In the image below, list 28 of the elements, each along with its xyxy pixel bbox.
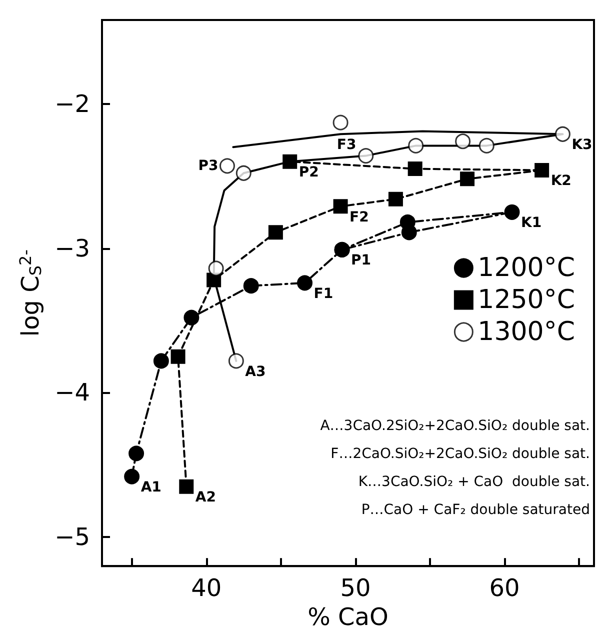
x-axis-title: % CaO	[308, 603, 388, 631]
annotation: A1	[140, 480, 162, 496]
annotation: A…3CaO.2SiO₂+2CaO.SiO₂ double sat.	[320, 418, 590, 434]
annotation: K1	[521, 215, 542, 232]
legend-label: 1250°C	[478, 285, 576, 315]
y-tick-label: −3	[54, 234, 90, 262]
annotation: A2	[195, 490, 216, 506]
y-tick-label: −4	[54, 378, 90, 407]
annotation: P2	[298, 164, 319, 181]
annotation: K2	[550, 173, 572, 190]
x-tick-label: 60	[489, 574, 520, 602]
legend-label: 1300°C	[478, 317, 576, 347]
y-axis-title: log CS2-	[16, 250, 46, 337]
y-tick-label: −5	[54, 523, 90, 552]
annotation: K…3CaO.SiO₂ + CaO double sat.	[358, 474, 590, 490]
x-tick-label: 50	[340, 574, 371, 602]
annotation: P3	[198, 158, 218, 174]
annotation: P1	[351, 252, 372, 269]
annotation: K3	[572, 137, 592, 154]
annotation: F2	[350, 209, 369, 226]
y-tick-label: −2	[54, 90, 90, 118]
annotation: F…2CaO.SiO₂+2CaO.SiO₂ double sat.	[330, 446, 590, 462]
annotation: F3	[336, 136, 356, 153]
annotation: F1	[314, 286, 334, 302]
annotation: A3	[245, 364, 266, 380]
legend-label: 1200°C	[478, 253, 576, 283]
x-tick-label: 40	[191, 574, 222, 602]
annotation: P…CaO + CaF₂ double saturated	[361, 502, 590, 518]
